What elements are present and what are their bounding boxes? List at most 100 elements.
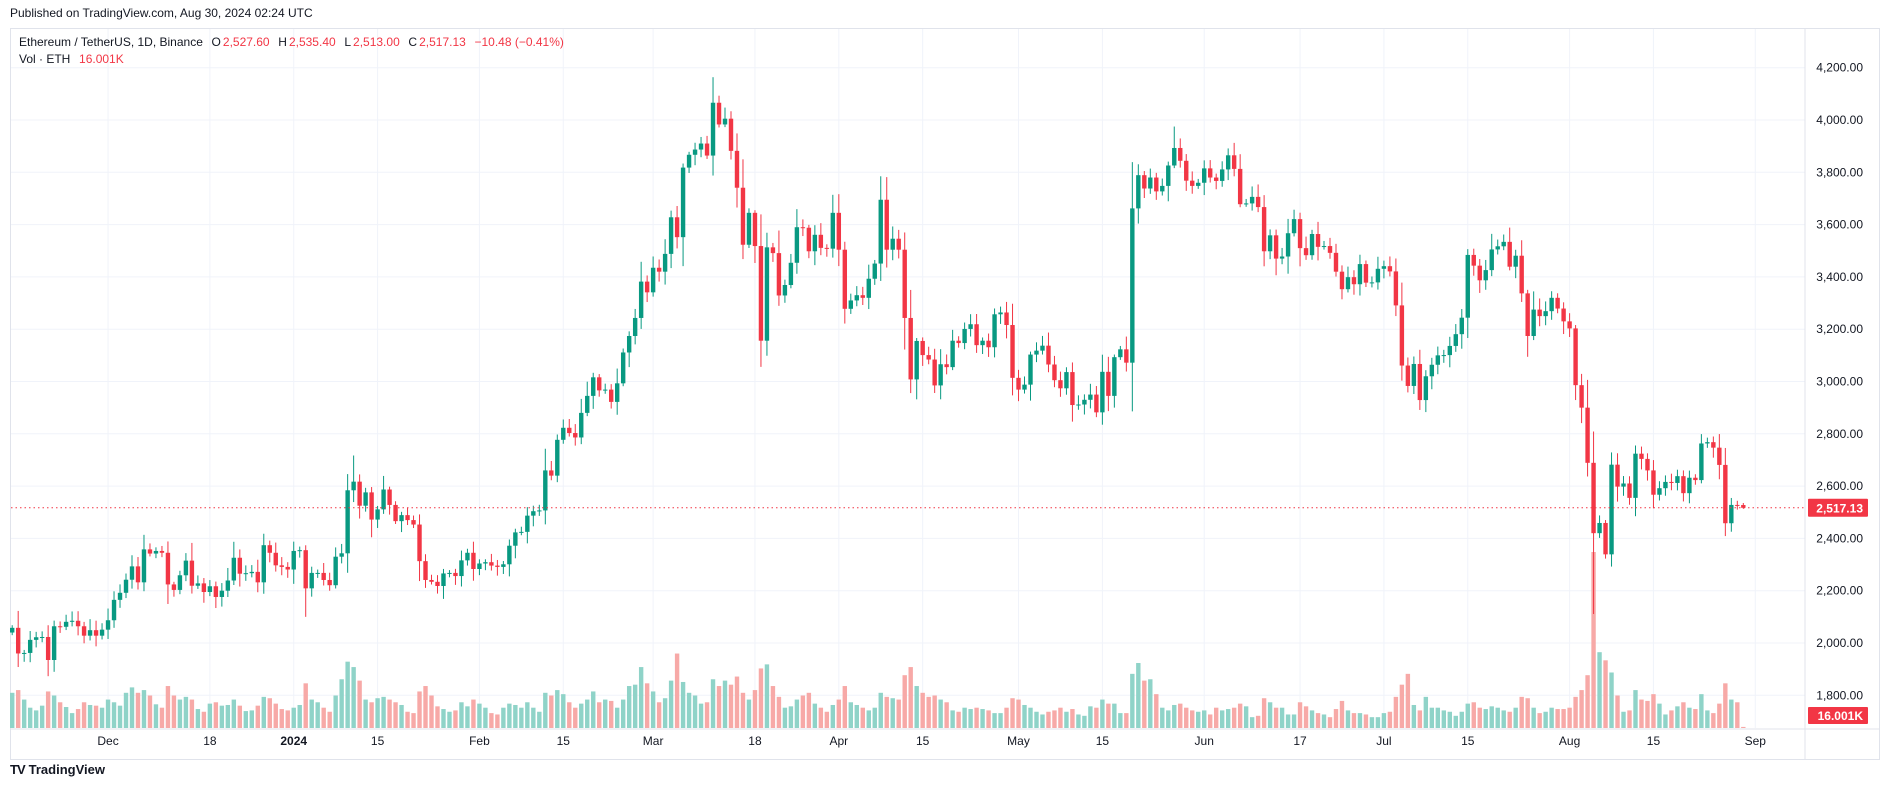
volume-label[interactable]: Vol · ETH — [19, 52, 71, 66]
candle-up — [938, 364, 943, 386]
volume-bar — [908, 667, 913, 728]
candle-down — [926, 355, 931, 360]
candle-down — [489, 562, 494, 566]
volume-bar — [788, 706, 794, 728]
candle-down — [201, 583, 207, 593]
volume-bar — [1106, 703, 1111, 728]
candle-up — [620, 352, 626, 384]
candle-up — [351, 481, 356, 491]
volume-bar — [1615, 695, 1620, 728]
volume-bar — [123, 692, 129, 728]
volume-bar — [818, 707, 824, 728]
candle-up — [872, 263, 877, 279]
footer-brand[interactable]: TV TradingView — [10, 762, 105, 777]
candle-down — [836, 212, 842, 250]
volume-bar — [1357, 713, 1363, 728]
volume-bar — [938, 699, 943, 728]
candle-up — [1100, 371, 1105, 413]
candle-up — [111, 599, 117, 621]
volume-bar — [411, 713, 416, 728]
volume-bar — [1148, 679, 1153, 728]
volume-bar — [525, 702, 530, 728]
candle-up — [1219, 169, 1225, 181]
candle-up — [1148, 177, 1153, 189]
candle-up — [722, 118, 728, 125]
candle-down — [704, 143, 710, 156]
candle-up — [501, 564, 506, 567]
candle-up — [507, 545, 512, 565]
candle-up — [33, 637, 39, 640]
volume-bar — [1525, 698, 1530, 728]
candle-up — [141, 549, 147, 583]
price-tick-label: 3,600.00 — [1816, 218, 1863, 232]
candle-down — [716, 102, 722, 125]
candle-down — [986, 340, 991, 348]
volume-bar — [105, 699, 111, 728]
close-value: 2,517.13 — [419, 35, 466, 49]
volume-bar — [1387, 711, 1393, 728]
volume-bar — [87, 704, 93, 728]
candle-down — [159, 550, 165, 553]
volume-bar — [854, 704, 859, 728]
candle-up — [1597, 522, 1602, 534]
volume-bar — [872, 707, 877, 728]
candle-up — [21, 652, 27, 654]
time-tick-label: Sep — [1745, 734, 1767, 748]
volume-bar — [830, 704, 836, 728]
candle-down — [1046, 345, 1051, 365]
volume-bar — [1657, 703, 1662, 728]
candle-down — [1363, 264, 1369, 283]
candle-down — [81, 626, 87, 636]
time-tick-label: 15 — [371, 734, 385, 748]
volume-bar — [980, 709, 985, 728]
symbol-label[interactable]: Ethereum / TetherUS, 1D, Binance — [19, 35, 203, 49]
volume-bar — [734, 676, 740, 728]
volume-value: 16.001K — [79, 52, 124, 66]
volume-bar — [261, 696, 266, 728]
candle-down — [776, 253, 782, 296]
volume-bar — [225, 704, 231, 728]
volume-bar — [513, 704, 518, 728]
published-note: Published on TradingView.com, Aug 30, 20… — [10, 6, 313, 20]
time-axis: Dec 18 2024 15 Feb 15 Mar 18 Apr 15 May 15 Jun 17 Jul 1… — [11, 728, 1879, 748]
candle-up — [1321, 246, 1327, 248]
candle-down — [770, 247, 776, 254]
candle-down — [387, 489, 392, 505]
candle-up — [1243, 203, 1249, 205]
candle-down — [1351, 277, 1357, 285]
volume-bar — [890, 698, 895, 728]
volume-bar — [1184, 707, 1189, 728]
candle-down — [1639, 453, 1644, 459]
volume-bar — [279, 709, 284, 728]
volume-bar — [1597, 652, 1602, 728]
candle-up — [1483, 270, 1488, 281]
volume-bar — [297, 704, 302, 728]
volume-bar — [1717, 703, 1722, 728]
candle-up — [1034, 350, 1039, 355]
volume-bar — [159, 707, 165, 728]
candle-up — [561, 427, 566, 440]
volume-bar — [1285, 714, 1291, 728]
time-tick-label: Aug — [1559, 734, 1580, 748]
candle-up — [854, 295, 859, 301]
volume-bar — [1130, 673, 1135, 728]
candle-up — [543, 470, 548, 511]
volume-bar — [842, 686, 848, 728]
volume-bar — [1249, 717, 1255, 728]
time-tick-label: Jun — [1195, 734, 1214, 748]
candle-up — [614, 383, 620, 402]
candle-down — [728, 118, 734, 151]
candle-down — [93, 630, 99, 636]
volume-bar — [69, 713, 75, 728]
volume-bar — [501, 707, 506, 728]
volume-bar — [1363, 714, 1369, 728]
volume-bar — [597, 702, 602, 728]
price-tick-label: 4,200.00 — [1816, 61, 1863, 75]
candle-up — [315, 572, 320, 574]
candle-up — [686, 154, 692, 168]
volume-bar — [1369, 717, 1375, 728]
volume-bar — [195, 709, 201, 728]
volume-bar — [1219, 710, 1225, 728]
candle-up — [1513, 255, 1518, 267]
